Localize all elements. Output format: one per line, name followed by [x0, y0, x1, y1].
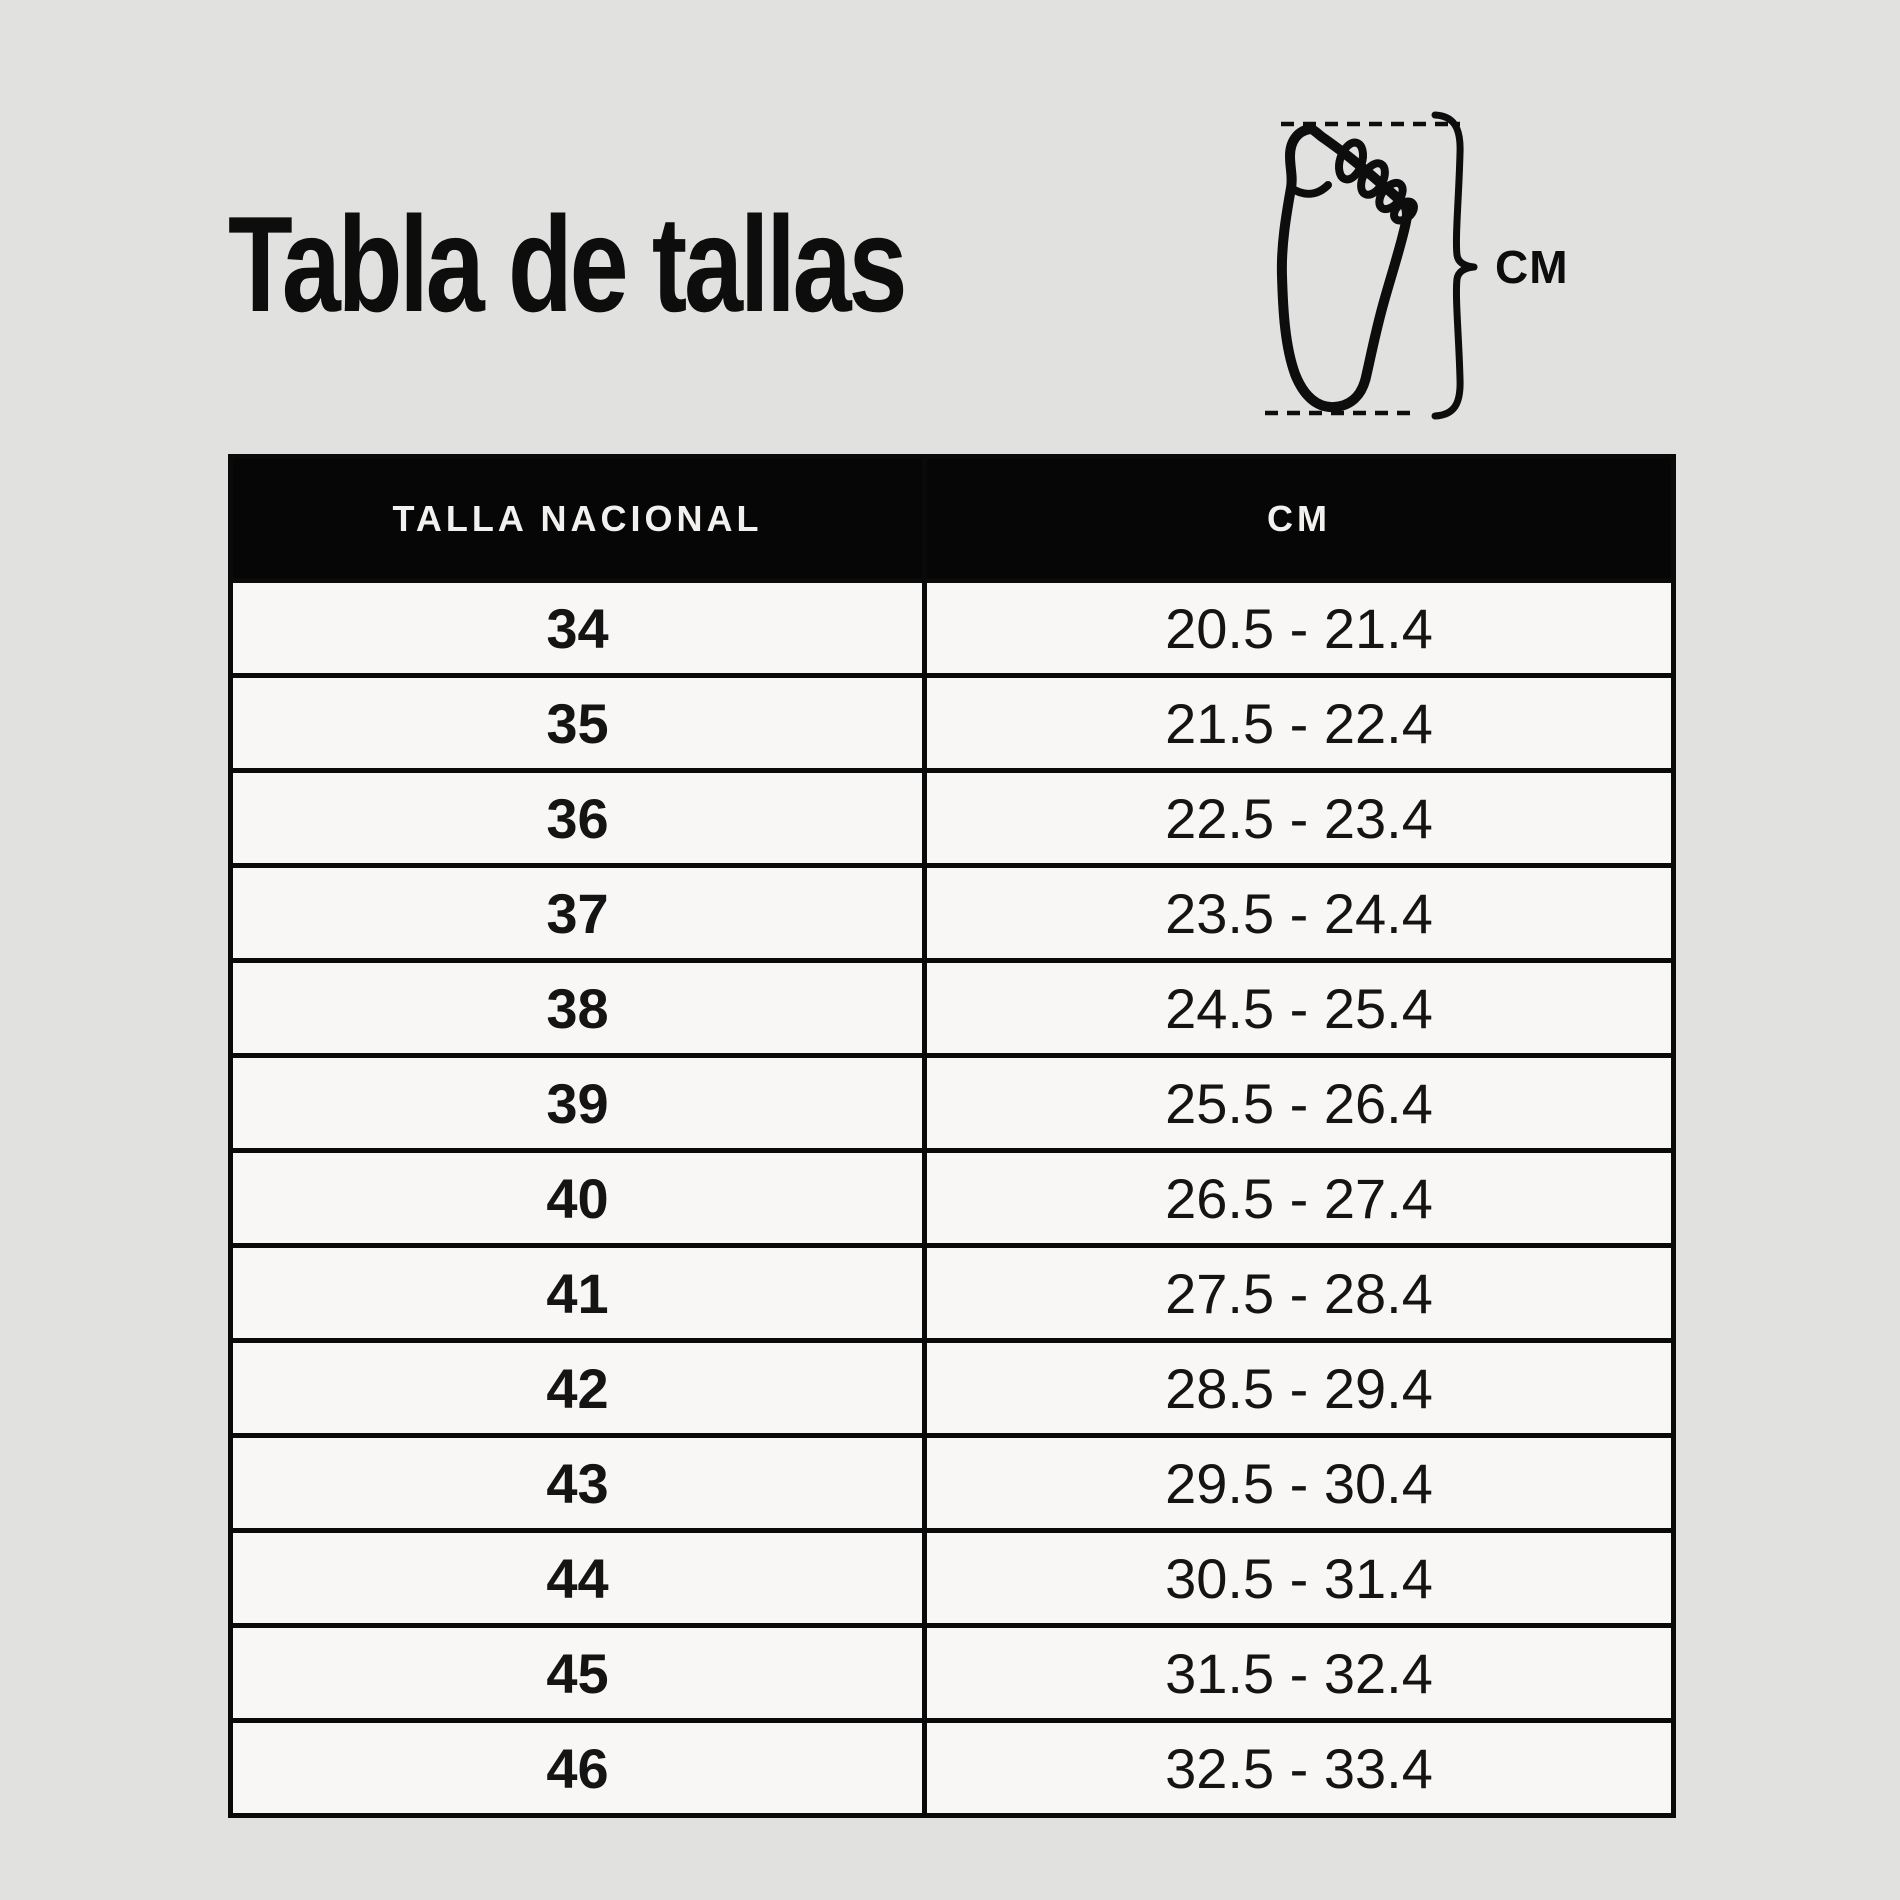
- column-header-talla-nacional: TALLA NACIONAL: [228, 454, 927, 583]
- cm-range-cell: 21.5 - 22.4: [922, 673, 1676, 773]
- size-cell: 41: [228, 1243, 927, 1343]
- size-cell: 43: [228, 1433, 927, 1533]
- table-row: 38 24.5 - 25.4: [228, 958, 1676, 1058]
- size-cell: 39: [228, 1053, 927, 1153]
- cm-range-cell: 26.5 - 27.4: [922, 1148, 1676, 1248]
- table-header-row: TALLA NACIONAL CM: [228, 454, 1676, 583]
- size-cell: 44: [228, 1528, 927, 1628]
- size-cell: 34: [228, 578, 927, 678]
- column-header-cm: CM: [922, 454, 1676, 583]
- cm-range-cell: 31.5 - 32.4: [922, 1623, 1676, 1723]
- table-row: 35 21.5 - 22.4: [228, 673, 1676, 773]
- table-row: 45 31.5 - 32.4: [228, 1623, 1676, 1723]
- cm-range-cell: 29.5 - 30.4: [922, 1433, 1676, 1533]
- size-cell: 45: [228, 1623, 927, 1723]
- table-row: 34 20.5 - 21.4: [228, 578, 1676, 678]
- table-row: 43 29.5 - 30.4: [228, 1433, 1676, 1533]
- table-row: 46 32.5 - 33.4: [228, 1718, 1676, 1818]
- size-table: TALLA NACIONAL CM 34 20.5 - 21.4 35 21.5…: [228, 454, 1676, 1818]
- cm-range-cell: 20.5 - 21.4: [922, 578, 1676, 678]
- cm-range-cell: 27.5 - 28.4: [922, 1243, 1676, 1343]
- cm-range-cell: 24.5 - 25.4: [922, 958, 1676, 1058]
- foot-outline-icon: [1276, 124, 1418, 413]
- cm-range-cell: 25.5 - 26.4: [922, 1053, 1676, 1153]
- size-cell: 36: [228, 768, 927, 868]
- table-row: 40 26.5 - 27.4: [228, 1148, 1676, 1248]
- page-title: Tabla de tallas: [228, 188, 908, 340]
- measurement-brace-icon: [1431, 111, 1478, 420]
- table-row: 37 23.5 - 24.4: [228, 863, 1676, 963]
- table-row: 44 30.5 - 31.4: [228, 1528, 1676, 1628]
- cm-range-cell: 22.5 - 23.4: [922, 768, 1676, 868]
- cm-range-cell: 32.5 - 33.4: [922, 1718, 1676, 1818]
- table-row: 41 27.5 - 28.4: [228, 1243, 1676, 1343]
- table-row: 39 25.5 - 26.4: [228, 1053, 1676, 1153]
- foot-measurement-illustration: CM: [1265, 111, 1569, 420]
- size-cell: 38: [228, 958, 927, 1058]
- cm-range-cell: 28.5 - 29.4: [922, 1338, 1676, 1438]
- table-row: 36 22.5 - 23.4: [228, 768, 1676, 868]
- cm-range-cell: 30.5 - 31.4: [922, 1528, 1676, 1628]
- size-cell: 46: [228, 1718, 927, 1818]
- size-cell: 37: [228, 863, 927, 963]
- size-cell: 40: [228, 1148, 927, 1248]
- cm-range-cell: 23.5 - 24.4: [922, 863, 1676, 963]
- size-cell: 35: [228, 673, 927, 773]
- size-cell: 42: [228, 1338, 927, 1438]
- table-row: 42 28.5 - 29.4: [228, 1338, 1676, 1438]
- unit-label: CM: [1495, 241, 1569, 293]
